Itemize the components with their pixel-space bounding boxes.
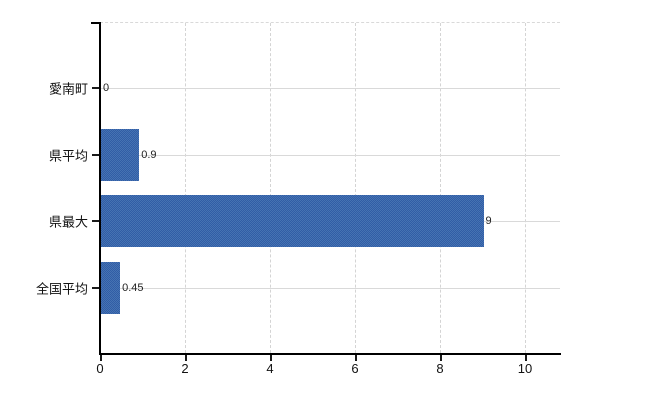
- x-tick: [440, 355, 442, 361]
- vertical-gridline: [440, 23, 441, 353]
- category-tick: [92, 220, 99, 223]
- horizontal-gridline: [101, 88, 560, 90]
- vertical-gridline: [270, 23, 271, 353]
- x-tick: [270, 355, 272, 361]
- vertical-gridline: [355, 23, 356, 353]
- plot-top-border: [100, 22, 560, 23]
- x-tick-label: 4: [266, 361, 274, 376]
- category-tick: [92, 153, 99, 156]
- horizontal-gridline: [101, 154, 560, 156]
- x-tick-label: 2: [181, 361, 189, 376]
- y-axis-line: [99, 22, 101, 355]
- x-tick-label: 6: [351, 361, 359, 376]
- bar-value-label: 0.9: [141, 148, 157, 161]
- vertical-gridline: [525, 23, 526, 353]
- x-axis-line: [99, 353, 561, 355]
- bar-value-label: 9: [485, 215, 492, 228]
- bar-value-label: 0.45: [122, 281, 144, 294]
- x-tick-label: 0: [96, 361, 104, 376]
- y-axis-top-cap: [91, 22, 99, 24]
- x-tick: [355, 355, 357, 361]
- vertical-gridline: [185, 23, 186, 353]
- bar-value-label: 0: [103, 82, 110, 95]
- x-tick: [100, 355, 102, 361]
- bar-2: [101, 128, 140, 181]
- x-tick: [525, 355, 527, 361]
- bar-4: [101, 261, 121, 314]
- category-label: 県最大: [48, 214, 88, 230]
- category-label: 県平均: [48, 148, 88, 164]
- x-tick-label: 8: [436, 361, 444, 376]
- horizontal-gridline: [101, 287, 560, 289]
- category-tick: [92, 286, 99, 289]
- x-tick-label: 10: [517, 361, 533, 376]
- category-tick: [92, 87, 99, 90]
- bar-3: [101, 195, 484, 248]
- x-tick: [185, 355, 187, 361]
- category-label: 愛南町: [48, 81, 88, 97]
- category-label: 全国平均: [35, 281, 88, 297]
